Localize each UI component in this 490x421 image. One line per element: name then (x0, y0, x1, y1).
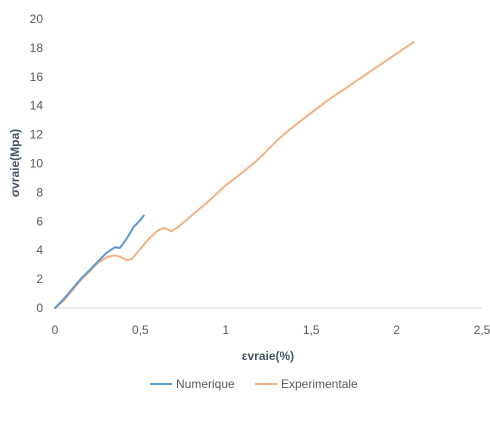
y-tick-label: 8 (36, 185, 43, 199)
x-tick-label: 2,5 (474, 323, 490, 337)
series-line-experimentale (54, 41, 415, 309)
y-tick-label: 2 (36, 272, 43, 286)
series-lines (54, 41, 415, 309)
y-tick-label: 0 (36, 301, 43, 315)
x-tick-labels: 0 0,5 1 1,5 2 2,5 (52, 323, 490, 337)
x-tick-label: 0,5 (132, 323, 149, 337)
legend-label: Numerique (176, 377, 235, 391)
y-tick-label: 4 (36, 243, 43, 257)
series-line-numerique (54, 214, 145, 309)
y-axis-title: σvraie(Mpa) (8, 129, 22, 197)
y-tick-label: 6 (36, 214, 43, 228)
y-tick-label: 20 (30, 12, 44, 26)
y-tick-label: 10 (30, 157, 44, 171)
y-tick-labels: 0 2 4 6 8 10 12 14 16 18 20 (30, 12, 44, 315)
x-tick-label: 1,5 (303, 323, 320, 337)
y-tick-label: 18 (30, 41, 44, 55)
x-tick-label: 0 (52, 323, 59, 337)
y-tick-label: 14 (30, 99, 44, 113)
y-tick-label: 12 (30, 128, 44, 142)
legend-label: Experimentale (281, 377, 358, 391)
x-tick-label: 1 (222, 323, 229, 337)
x-tick-label: 2 (393, 323, 400, 337)
legend: Numerique Experimentale (150, 377, 358, 391)
x-axis-title: εvraie(%) (242, 349, 294, 363)
y-tick-label: 16 (30, 70, 44, 84)
